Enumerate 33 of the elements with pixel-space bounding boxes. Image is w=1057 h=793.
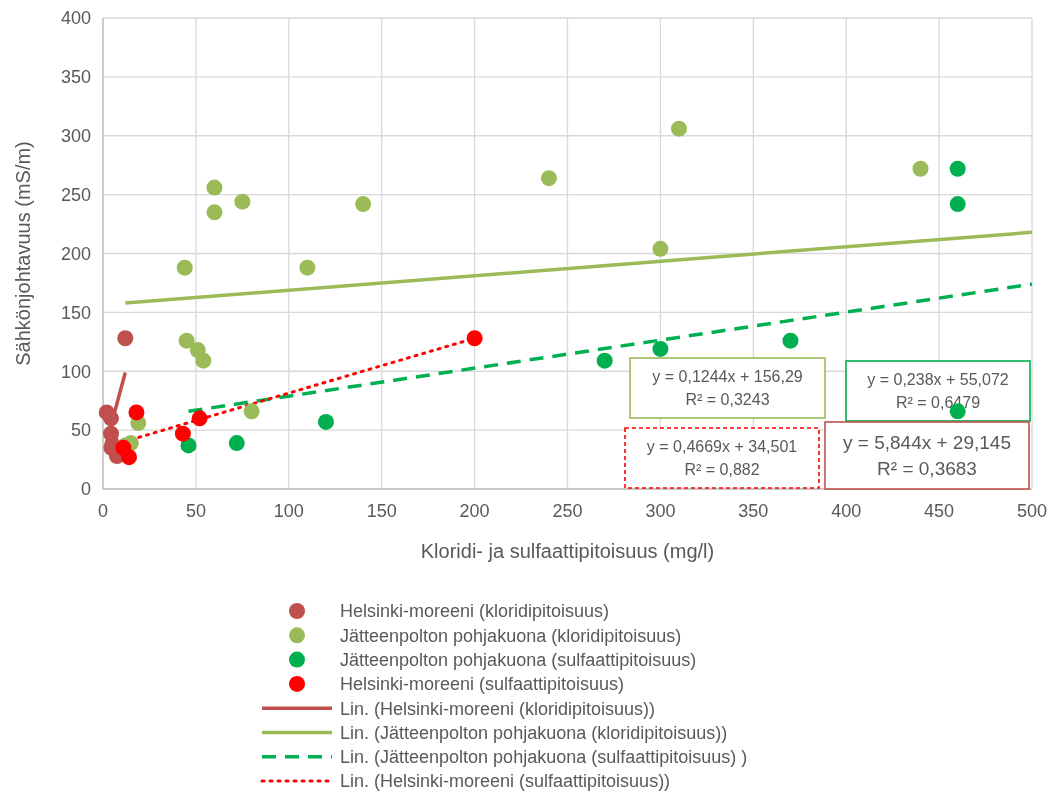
x-tick-label: 200 <box>459 501 490 521</box>
x-tick-label: 150 <box>366 501 397 521</box>
legend-label: Lin. (Helsinki-moreeni (sulfaattipitoisuus)) <box>340 771 671 792</box>
x-tick-label: 0 <box>97 501 109 521</box>
legend-label: Helsinki-moreeni (sulfaattipitoisuus) <box>340 674 625 695</box>
y-tick-label: 50 <box>70 420 91 441</box>
annotation: y = 0,4669x + 34,501 R² = 0,882 <box>646 438 798 479</box>
y-axis-title: Sähkönjohtavuus (mS/m) <box>12 141 34 366</box>
y-tick-label: 300 <box>60 126 91 147</box>
legend-label: Helsinki-moreeni (kloridipitoisuus) <box>340 601 610 622</box>
x-tick-label: 450 <box>924 501 955 521</box>
y-tick-label: 350 <box>60 67 91 88</box>
legend-label: Lin. (Jätteenpolton pohjakuona (sulfaattipitoisuus) ) <box>340 747 748 768</box>
x-tick-label: 400 <box>831 501 862 521</box>
x-tick-label: 500 <box>1016 501 1048 521</box>
annotation: y = 0,1244x + 156,29 R² = 0,3243 <box>652 368 803 409</box>
y-tick-label: 0 <box>80 479 91 500</box>
y-tick-label: 250 <box>60 184 91 205</box>
legend-label: Lin. (Jätteenpolton pohjakuona (kloridipitoisuus)) <box>340 722 728 743</box>
x-tick-label: 100 <box>273 501 304 521</box>
x-axis-title: Kloridi- ja sulfaattipitoisuus (mg/l) <box>420 540 715 562</box>
x-tick-label: 300 <box>645 501 676 521</box>
y-tick-label: 150 <box>60 302 91 323</box>
legend-label: Lin. (Helsinki-moreeni (kloridipitoisuus)) <box>340 698 656 719</box>
annotation: y = 5,844x + 29,145 R² = 0,3683 <box>843 432 1011 480</box>
x-tick-label: 350 <box>738 501 769 521</box>
y-tick-label: 400 <box>60 8 91 29</box>
y-tick-label: 100 <box>60 361 91 382</box>
y-tick-label: 200 <box>60 243 91 264</box>
x-tick-label: 50 <box>185 501 206 521</box>
x-tick-label: 250 <box>552 501 583 521</box>
legend-label: Jätteenpolton pohjakuona (sulfaattipitoisuus) <box>340 649 697 670</box>
legend-label: Jätteenpolton pohjakuona (kloridipitoisuus) <box>340 625 682 646</box>
